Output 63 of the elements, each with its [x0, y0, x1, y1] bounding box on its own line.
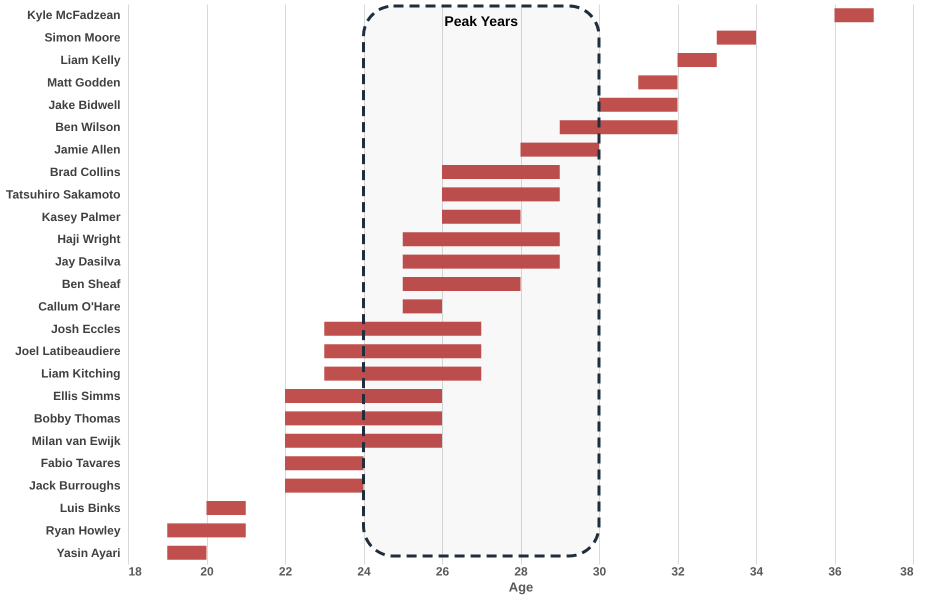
x-tick-label: 34 [750, 564, 764, 578]
y-tick-label: Haji Wright [57, 232, 120, 246]
y-tick-label: Luis Binks [60, 501, 121, 515]
y-tick-label: Ben Wilson [55, 120, 120, 134]
bar [206, 501, 246, 515]
x-tick-label: 18 [128, 564, 142, 578]
x-tick-label: 26 [436, 564, 450, 578]
y-tick-label: Jamie Allen [54, 142, 120, 157]
bar [285, 411, 442, 426]
y-tick-label: Ryan Howley [46, 523, 121, 538]
y-tick-label: Yasin Ayari [56, 546, 120, 560]
bar [285, 434, 442, 448]
y-tick-label: Ben Sheaf [62, 277, 122, 291]
bar [167, 523, 246, 538]
y-tick-label: Tatsuhiro Sakamoto [6, 187, 120, 202]
y-tick-label: Liam Kelly [60, 53, 121, 67]
y-tick-label: Ellis Simms [53, 389, 121, 403]
x-tick-label: 20 [200, 564, 214, 578]
bar [442, 165, 560, 179]
bar [520, 142, 599, 157]
y-tick-label: Liam Kitching [41, 366, 120, 381]
bar [716, 30, 756, 45]
y-tick-label: Jack Burroughs [29, 478, 121, 493]
x-tick-label: 36 [828, 564, 842, 578]
bar [285, 456, 364, 470]
bar [324, 366, 482, 381]
x-tick-label: 38 [900, 564, 914, 578]
bar [167, 546, 206, 560]
y-tick-label: Callum O'Hare [38, 299, 121, 314]
y-tick-label: Kasey Palmer [42, 210, 121, 224]
y-tick-label: Joel Latibeaudiere [15, 344, 121, 358]
bar [285, 478, 364, 493]
y-tick-label: Jay Dasilva [55, 254, 121, 269]
bar [402, 232, 560, 246]
y-tick-label: Jake Bidwell [48, 98, 120, 112]
x-tick-label: 22 [278, 564, 292, 578]
y-tick-label: Kyle McFadzean [27, 8, 120, 22]
x-axis-title: Age [508, 580, 534, 594]
bar [402, 254, 560, 269]
bar [599, 98, 678, 112]
bar [560, 120, 678, 134]
bar [402, 299, 442, 314]
bar [678, 53, 717, 67]
y-tick-label: Brad Collins [50, 165, 121, 179]
bar [638, 75, 678, 90]
bar [285, 389, 442, 403]
bar [442, 187, 560, 202]
band-label: Peak Years [444, 13, 518, 29]
bar [324, 322, 482, 336]
bar [402, 277, 520, 291]
x-tick-label: 24 [357, 564, 371, 578]
y-tick-label: Fabio Tavares [40, 456, 121, 470]
x-tick-label: 30 [592, 564, 606, 578]
bar [442, 210, 520, 224]
bar [324, 344, 482, 358]
y-tick-label: Matt Godden [47, 75, 120, 90]
x-tick-label: 32 [671, 564, 685, 578]
y-tick-label: Milan van Ewijk [32, 434, 121, 448]
x-tick-label: 28 [514, 564, 528, 578]
bar [834, 8, 874, 22]
y-tick-label: Bobby Thomas [34, 411, 121, 426]
y-tick-label: Josh Eccles [51, 322, 121, 336]
y-tick-label: Simon Moore [44, 30, 121, 45]
